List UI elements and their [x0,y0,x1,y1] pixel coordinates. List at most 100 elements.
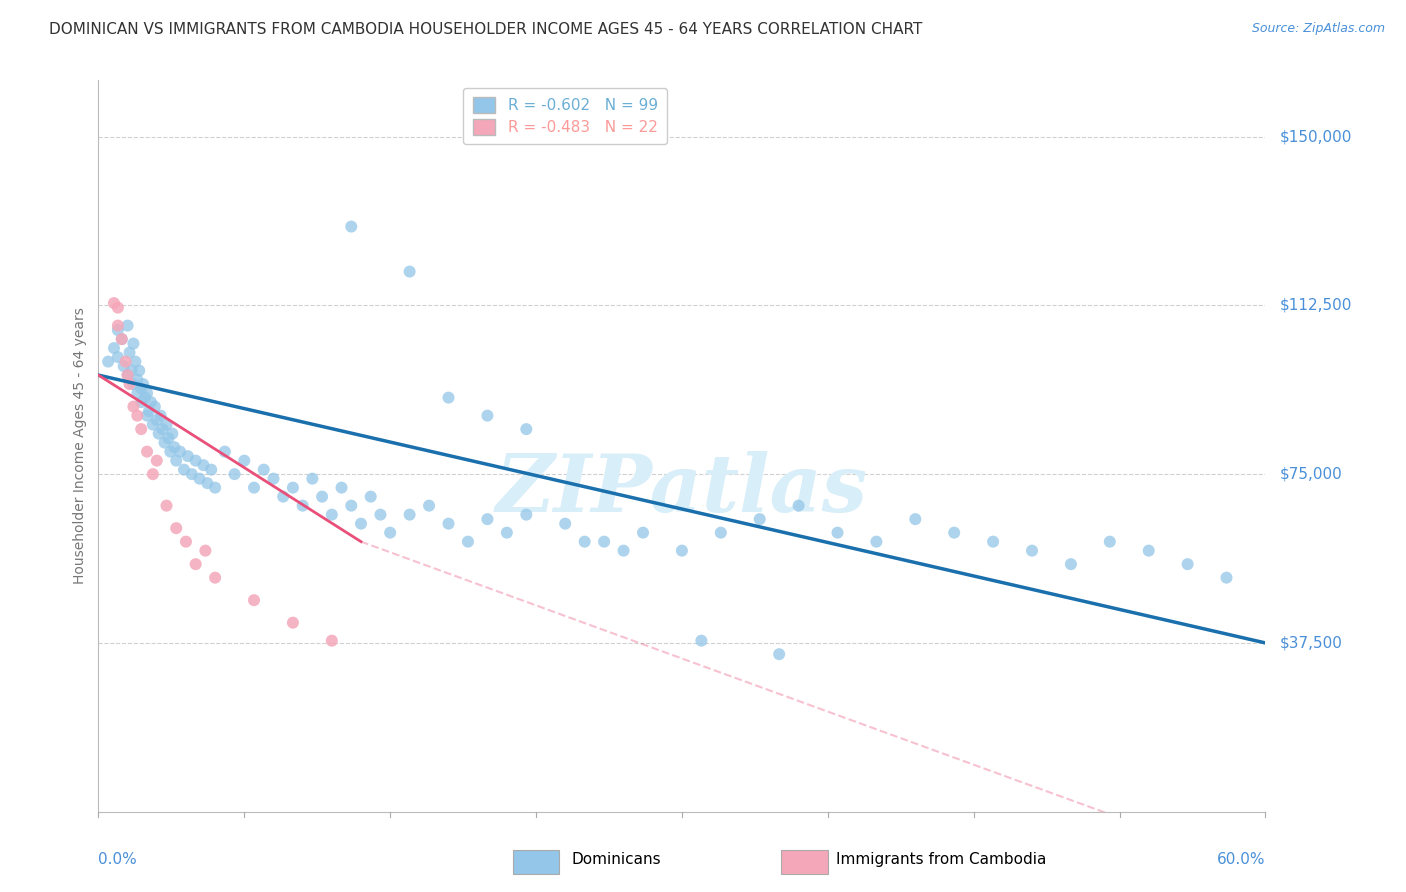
Point [943,525,966,540]
Point [233,453,256,467]
Point [631,525,654,540]
Point [103,296,125,310]
Point [122,336,145,351]
Point [224,467,246,482]
Point [127,386,149,401]
Point [157,431,180,445]
Point [122,400,145,414]
Point [477,512,499,526]
Point [129,422,152,436]
Point [398,264,420,278]
Point [143,400,166,414]
Text: $37,500: $37,500 [1279,635,1343,650]
Point [107,323,129,337]
Point [340,219,363,234]
Point [311,490,333,504]
Point [111,332,134,346]
Point [477,409,499,423]
Text: $75,000: $75,000 [1279,467,1343,482]
Point [340,499,363,513]
Point [173,462,195,476]
Point [1137,543,1160,558]
Point [124,354,146,368]
Text: $112,500: $112,500 [1279,298,1351,313]
Point [690,633,713,648]
Point [612,543,634,558]
Point [129,382,152,396]
Y-axis label: Householder Income Ages 45 - 64 years: Householder Income Ages 45 - 64 years [73,308,87,584]
Point [271,490,294,504]
Point [127,373,149,387]
Point [350,516,373,531]
Text: 0.0%: 0.0% [98,852,138,867]
Point [204,481,226,495]
Text: DOMINICAN VS IMMIGRANTS FROM CAMBODIA HOUSEHOLDER INCOME AGES 45 - 64 YEARS CORR: DOMINICAN VS IMMIGRANTS FROM CAMBODIA HO… [49,22,922,37]
Point [136,386,159,401]
Point [114,354,136,368]
Point [112,359,135,373]
Point [169,444,191,458]
Point [163,440,186,454]
Point [195,476,218,491]
Point [107,350,129,364]
Point [574,534,596,549]
Point [155,417,177,432]
Bar [513,850,560,874]
Point [139,395,162,409]
Point [165,521,187,535]
Point [1060,557,1083,571]
Point [146,413,169,427]
Point [118,377,141,392]
Point [117,368,139,383]
Point [1177,557,1199,571]
Point [177,449,200,463]
Point [132,377,155,392]
Point [437,391,460,405]
Point [174,534,197,549]
Point [97,354,120,368]
Point [155,499,177,513]
Point [321,508,343,522]
Point [981,534,1004,549]
Point [128,363,150,377]
Point [262,472,284,486]
Point [1021,543,1043,558]
Text: ZIPatlas: ZIPatlas [496,451,868,529]
Text: Dominicans: Dominicans [571,852,661,867]
Point [194,543,217,558]
Point [330,481,353,495]
Point [243,593,266,607]
Point [253,462,276,476]
Point [159,444,181,458]
Point [1215,571,1237,585]
Point [127,409,149,423]
Point [103,341,125,355]
Point [129,395,152,409]
Point [378,525,402,540]
Point [418,499,440,513]
Point [495,525,517,540]
Point [515,508,537,522]
Point [117,368,139,383]
Bar [782,850,828,874]
Point [904,512,927,526]
Point [117,318,139,333]
Point [111,332,134,346]
Point [370,508,392,522]
Point [107,301,129,315]
Point [121,363,143,377]
Point [146,453,169,467]
Point [593,534,616,549]
Point [398,508,420,522]
Point [188,472,211,486]
Point [360,490,382,504]
Point [148,426,170,441]
Point [136,444,159,458]
Point [153,435,176,450]
Point [515,422,537,436]
Text: Immigrants from Cambodia: Immigrants from Cambodia [837,852,1046,867]
Point [787,499,810,513]
Point [243,481,266,495]
Point [162,426,184,441]
Legend: R = -0.602   N = 99, R = -0.483   N = 22: R = -0.602 N = 99, R = -0.483 N = 22 [464,88,666,145]
